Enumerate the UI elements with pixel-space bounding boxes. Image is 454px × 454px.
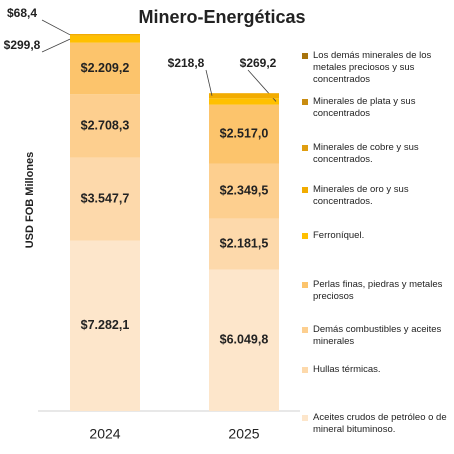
legend-swatch: [302, 282, 308, 288]
legend-swatch: [302, 145, 308, 151]
legend-swatch: [302, 327, 308, 333]
x-tick-label: 2025: [228, 426, 259, 442]
legend-item: Minerales de oro y sus concentrados.: [302, 184, 450, 208]
legend-item: Minerales de plata y sus concentrados: [302, 96, 450, 120]
legend-item: Perlas finas, piedras y metales precioso…: [302, 279, 450, 303]
leader-line: [41, 38, 71, 53]
bar-segment: [209, 98, 279, 105]
legend-label: Los demás minerales de los metales preci…: [313, 50, 432, 85]
data-label: $2.181,5: [220, 236, 269, 250]
data-label: $2.349,5: [220, 183, 269, 197]
data-label: $7.282,1: [81, 318, 130, 332]
legend-swatch: [302, 99, 308, 105]
bar-segment: [70, 94, 140, 158]
data-label: $2.708,3: [81, 118, 130, 132]
bar-segment: [70, 42, 140, 95]
legend-item: Aceites crudos de petróleo o de mineral …: [302, 412, 450, 436]
bar-segment: [70, 240, 140, 411]
leader-line: [205, 69, 213, 96]
data-label: $299,8: [4, 38, 41, 52]
leader-line: [41, 19, 71, 36]
legend-swatch: [302, 187, 308, 193]
legend-item: Minerales de cobre y sus concentrados.: [302, 142, 450, 166]
legend-item: Demás combustibles y aceites minerales: [302, 324, 450, 348]
legend-label: Hullas térmicas.: [313, 364, 381, 375]
bar-segment: [209, 104, 279, 164]
bar-segment: [209, 163, 279, 219]
data-label: $2.517,0: [220, 126, 269, 140]
bar-segment: [70, 157, 140, 241]
data-label: $218,8: [168, 56, 205, 70]
legend-label: Minerales de oro y sus concentrados.: [313, 184, 409, 207]
bar-segment: [209, 218, 279, 270]
data-label: $2.209,2: [81, 61, 130, 75]
data-label: $269,2: [240, 56, 277, 70]
bar-segment: [209, 269, 279, 411]
bar-segment: [209, 93, 279, 99]
legend-item: Los demás minerales de los metales preci…: [302, 50, 450, 86]
chart-title: Minero-Energéticas: [138, 7, 305, 27]
legend-label: Demás combustibles y aceites minerales: [313, 324, 442, 347]
legend-swatch: [302, 367, 308, 373]
data-label: $3.547,7: [81, 191, 130, 205]
legend-item: Hullas térmicas.: [302, 364, 450, 376]
legend-swatch: [302, 233, 308, 239]
legend-label: Ferroníquel.: [313, 230, 365, 241]
bar-segment: [70, 34, 140, 36]
data-label: $6.049,8: [220, 333, 269, 347]
y-axis-label: USD FOB Millones: [24, 152, 36, 249]
legend-swatch: [302, 415, 308, 421]
data-label: $68,4: [7, 6, 37, 20]
legend-label: Minerales de plata y sus concentrados: [313, 96, 416, 119]
x-tick-label: 2024: [89, 426, 120, 442]
legend-swatch: [302, 53, 308, 59]
legend-label: Minerales de cobre y sus concentrados.: [313, 142, 419, 165]
legend-label: Perlas finas, piedras y metales precioso…: [313, 279, 443, 302]
bar-segment: [70, 35, 140, 43]
legend-label: Aceites crudos de petróleo o de mineral …: [313, 412, 447, 435]
legend-item: Ferroníquel.: [302, 230, 450, 242]
